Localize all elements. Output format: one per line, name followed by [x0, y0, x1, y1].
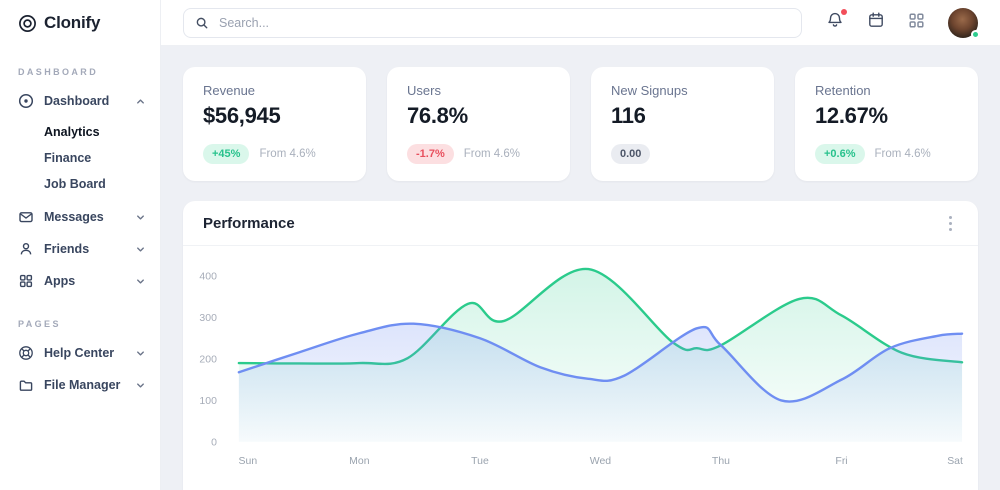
search-input[interactable] [217, 14, 790, 31]
notifications-button[interactable] [826, 9, 847, 34]
clonify-logo-icon [18, 14, 37, 33]
stat-card-retention[interactable]: Retention 12.67% +0.6% From 4.6% [795, 67, 978, 181]
sidebar-subitem-job-board[interactable]: Job Board [44, 177, 106, 191]
x-axis-label: Sat [947, 455, 963, 467]
search-box[interactable] [183, 7, 802, 38]
sidebar-item-label: Messages [44, 210, 104, 224]
y-axis-tick-label: 100 [199, 395, 217, 407]
chevron-down-icon [135, 212, 146, 223]
kebab-menu-icon[interactable] [943, 212, 958, 235]
x-axis-label: Tue [471, 455, 489, 467]
y-axis-tick-label: 200 [199, 353, 217, 365]
y-axis-tick-label: 400 [199, 271, 217, 283]
chevron-down-icon [135, 276, 146, 287]
bell-icon [826, 11, 844, 34]
stat-label: Retention [815, 83, 871, 98]
stat-badge: -1.7% [407, 144, 454, 164]
stat-card-users[interactable]: Users 76.8% -1.7% From 4.6% [387, 67, 570, 181]
sidebar-item-label: Apps [44, 274, 76, 288]
mail-icon [18, 209, 34, 225]
stat-badge: +0.6% [815, 144, 865, 164]
topbar [161, 0, 1000, 46]
performance-card: Performance 0 100 200 300 400 Sun Mon Tue Wed Thu… [183, 201, 978, 490]
online-status-dot [971, 29, 980, 39]
sidebar: Clonify DASHBOARD Dashboard Analytics Fi… [0, 0, 161, 490]
performance-chart-area: 0 100 200 300 400 Sun Mon Tue Wed Thu Fri Sat [183, 246, 978, 490]
stat-value: 12.67% [815, 103, 888, 128]
stat-value: 116 [611, 103, 646, 128]
stat-note: From 4.6% [463, 148, 520, 160]
folder-icon [18, 377, 34, 393]
y-axis-tick-label: 0 [211, 436, 217, 448]
content: Revenue $56,945 +45% From 4.6% Users 76.… [161, 46, 1000, 490]
chevron-up-icon [135, 96, 146, 107]
avatar[interactable] [948, 7, 980, 39]
sidebar-item-messages[interactable]: Messages [18, 201, 146, 233]
chart-series-blue-area [238, 323, 963, 442]
stat-value: 76.8% [407, 103, 468, 128]
sidebar-item-label: Dashboard [44, 94, 110, 108]
stat-label: Revenue [203, 83, 256, 98]
disc-icon [18, 93, 34, 109]
performance-title: Performance [203, 214, 295, 232]
apps-grid-icon [908, 12, 925, 34]
sidebar-item-file-manager[interactable]: File Manager [18, 369, 146, 401]
sidebar-subitem-finance[interactable]: Finance [44, 151, 92, 165]
x-axis-label: Thu [712, 455, 730, 467]
user-icon [18, 241, 34, 257]
sidebar-section-dashboard: DASHBOARD [18, 67, 99, 77]
topbar-icons [826, 7, 980, 39]
stat-badge: 0.00 [611, 144, 651, 164]
stat-card-revenue[interactable]: Revenue $56,945 +45% From 4.6% [183, 67, 366, 181]
y-axis-tick-label: 300 [199, 312, 217, 324]
stat-label: New Signups [611, 83, 688, 98]
logo[interactable]: Clonify [18, 13, 146, 33]
chevron-down-icon [135, 348, 146, 359]
sidebar-item-label: Friends [44, 242, 90, 256]
stat-label: Users [407, 83, 441, 98]
stats-grid: Revenue $56,945 +45% From 4.6% Users 76.… [183, 67, 978, 181]
sidebar-item-label: File Manager [44, 378, 121, 392]
sidebar-item-friends[interactable]: Friends [18, 233, 146, 265]
stat-note: From 4.6% [874, 148, 931, 160]
stat-badge: +45% [203, 144, 250, 164]
search-icon [195, 16, 209, 30]
chevron-down-icon [135, 244, 146, 255]
sidebar-item-help-center[interactable]: Help Center [18, 337, 146, 369]
x-axis-label: Fri [835, 455, 847, 467]
sidebar-item-dashboard[interactable]: Dashboard [18, 85, 146, 117]
x-axis-label: Mon [349, 455, 370, 467]
chart-series-blue-line [237, 322, 964, 403]
main-area: Revenue $56,945 +45% From 4.6% Users 76.… [161, 0, 1000, 490]
apps-launcher-button[interactable] [908, 12, 925, 34]
sidebar-item-label: Help Center [44, 346, 115, 360]
x-axis-label: Wed [590, 455, 611, 467]
calendar-button[interactable] [867, 11, 885, 34]
stat-note: From 4.6% [259, 148, 316, 160]
sidebar-subitem-analytics[interactable]: Analytics [44, 125, 100, 139]
calendar-icon [867, 11, 885, 34]
x-axis-label: Sun [239, 455, 258, 467]
app-title: Clonify [44, 13, 101, 32]
lifebuoy-icon [18, 345, 34, 361]
grid-icon [18, 273, 34, 289]
dashboard-submenu: Analytics Finance Job Board [18, 119, 146, 197]
performance-chart: 0 100 200 300 400 Sun Mon Tue Wed Thu Fri Sat [199, 267, 964, 467]
sidebar-section-pages: PAGES [18, 319, 61, 329]
stat-card-new-signups[interactable]: New Signups 116 0.00 [591, 67, 774, 181]
sidebar-item-apps[interactable]: Apps [18, 265, 146, 297]
notification-dot [841, 9, 847, 15]
stat-value: $56,945 [203, 103, 281, 128]
performance-header: Performance [183, 201, 978, 246]
chevron-down-icon [135, 380, 146, 391]
